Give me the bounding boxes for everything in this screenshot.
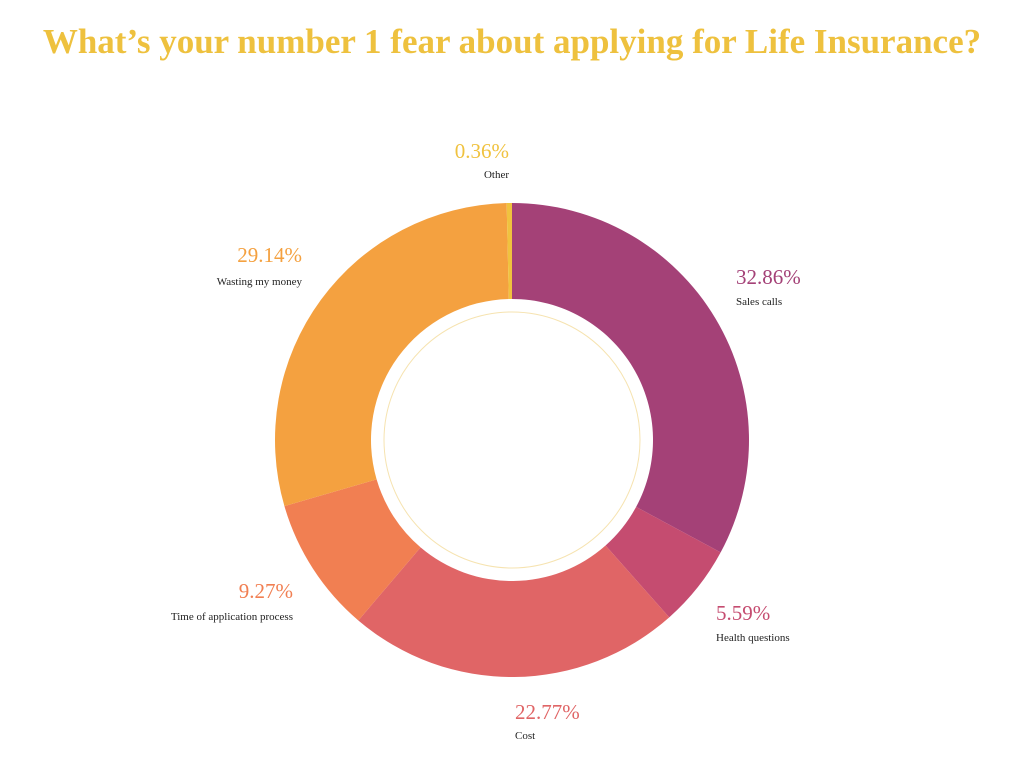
value-label-sales-calls: 32.86% (736, 265, 801, 289)
slice-wasting-my-money[interactable] (275, 203, 509, 507)
category-label-wasting-my-money: Wasting my money (217, 276, 303, 288)
category-label-cost: Cost (515, 730, 535, 742)
slice-cost[interactable] (358, 545, 670, 677)
value-label-other: 0.36% (455, 139, 509, 163)
value-label-wasting-my-money: 29.14% (237, 243, 302, 267)
inner-ring (383, 311, 641, 569)
slice-labels: 32.86% Sales calls 5.59% Health questions 22… (171, 139, 801, 742)
value-label-cost: 22.77% (515, 700, 580, 724)
category-label-time-of-application-process: Time of application process (171, 611, 293, 623)
slice-sales-calls[interactable] (512, 203, 749, 553)
donut-slices (275, 203, 749, 677)
value-label-health-questions: 5.59% (716, 601, 770, 625)
value-label-time-of-application-process: 9.27% (239, 579, 293, 603)
category-label-sales-calls: Sales calls (736, 296, 782, 308)
category-label-health-questions: Health questions (716, 632, 790, 644)
chart-title: What’s your number 1 fear about applying… (42, 22, 982, 61)
slice-time-of-application-process[interactable] (284, 479, 421, 621)
slice-health-questions[interactable] (605, 506, 721, 618)
category-label-other: Other (484, 169, 509, 181)
slice-other[interactable] (506, 203, 512, 300)
